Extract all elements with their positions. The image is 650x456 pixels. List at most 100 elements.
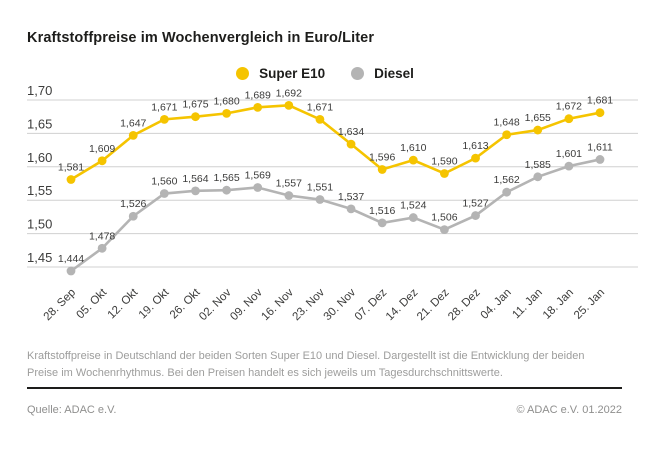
- data-label: 1,671: [151, 101, 177, 113]
- data-label: 1,444: [58, 253, 84, 265]
- data-label: 1,526: [120, 198, 146, 210]
- x-tick-label: 28. Dez: [446, 286, 483, 323]
- x-tick-label: 19. Okt: [137, 286, 172, 321]
- y-tick-label: 1,65: [27, 116, 52, 131]
- data-point: [533, 125, 543, 135]
- data-point: [595, 155, 605, 164]
- x-tick-label: 30. Nov: [322, 286, 359, 323]
- data-label: 1,551: [307, 182, 333, 194]
- series-line-super-e10: [70, 104, 601, 181]
- copyright-text: © ADAC e.V. 01.2022: [516, 404, 622, 416]
- data-point: [564, 161, 574, 171]
- chart-title: Kraftstoffpreise im Wochenvergleich in E…: [27, 30, 375, 46]
- y-tick-label: 1,45: [27, 250, 52, 265]
- data-label: 1,581: [58, 161, 84, 173]
- y-tick-label: 1,60: [27, 150, 52, 165]
- data-point: [471, 211, 480, 220]
- data-point: [440, 225, 449, 234]
- data-label: 1,527: [462, 198, 488, 210]
- x-tick-label: 09. Nov: [228, 286, 265, 323]
- data-point: [128, 131, 138, 140]
- data-point: [564, 114, 574, 124]
- data-point: [66, 266, 76, 276]
- x-tick-label: 16. Nov: [259, 286, 296, 323]
- x-tick-label: 25. Jan: [572, 287, 607, 322]
- x-tick-label: 18. Jan: [541, 287, 576, 322]
- data-point: [191, 112, 200, 122]
- data-label: 1,478: [89, 230, 115, 242]
- x-tick-label: 07. Dez: [353, 286, 390, 323]
- data-label: 1,672: [556, 101, 582, 113]
- data-label: 1,611: [587, 141, 613, 153]
- data-label: 1,689: [245, 89, 271, 101]
- y-tick-label: 1,70: [27, 83, 52, 98]
- footer: Quelle: ADAC e.V. © ADAC e.V. 01.2022: [27, 404, 622, 416]
- data-label: 1,655: [525, 112, 551, 124]
- data-point: [159, 189, 169, 198]
- data-label: 1,537: [338, 191, 364, 203]
- data-point: [408, 155, 418, 165]
- data-point: [66, 175, 76, 184]
- legend-item-super-e10: Super E10: [236, 66, 325, 81]
- data-label: 1,590: [431, 155, 457, 167]
- data-point: [97, 243, 107, 253]
- y-tick-label: 1,55: [27, 183, 52, 198]
- data-point: [502, 130, 512, 140]
- data-label: 1,671: [307, 101, 333, 113]
- data-label: 1,585: [525, 159, 551, 171]
- data-point: [284, 100, 294, 110]
- data-point: [253, 102, 263, 112]
- x-tick-label: 23. Nov: [291, 286, 328, 323]
- data-point: [502, 187, 512, 197]
- data-label: 1,681: [587, 95, 613, 107]
- data-point: [253, 183, 263, 192]
- data-point: [408, 213, 418, 222]
- data-point: [440, 169, 449, 178]
- x-tick-label: 05. Okt: [75, 286, 110, 321]
- data-point: [222, 185, 231, 195]
- data-point: [97, 156, 107, 166]
- data-label: 1,648: [494, 117, 520, 129]
- data-label: 1,560: [151, 176, 177, 188]
- x-tick-label: 11. Jan: [510, 287, 545, 322]
- x-tick-label: 21. Dez: [415, 286, 452, 323]
- data-label: 1,596: [369, 151, 395, 163]
- x-tick-label: 14. Dez: [384, 286, 421, 323]
- data-point: [284, 191, 294, 200]
- data-label: 1,610: [400, 142, 426, 154]
- data-label: 1,516: [369, 205, 395, 217]
- series-line-diesel: [70, 158, 601, 273]
- footer-divider: [27, 387, 622, 389]
- x-tick-label: 04. Jan: [479, 287, 514, 322]
- data-point: [128, 211, 138, 221]
- data-point: [315, 114, 325, 124]
- data-point: [377, 165, 387, 174]
- chart-legend: Super E10 Diesel: [0, 66, 650, 81]
- source-text: Quelle: ADAC e.V.: [27, 404, 117, 416]
- data-label: 1,506: [431, 212, 457, 224]
- super-e10-dot-icon: [236, 67, 250, 80]
- data-label: 1,647: [120, 117, 146, 129]
- data-label: 1,634: [338, 126, 364, 138]
- data-label: 1,680: [213, 95, 239, 107]
- data-point: [471, 153, 480, 163]
- data-label: 1,557: [276, 178, 302, 190]
- data-point: [595, 108, 605, 118]
- data-point: [533, 172, 543, 182]
- data-label: 1,562: [494, 174, 520, 186]
- x-tick-label: 02. Nov: [197, 286, 234, 323]
- data-label: 1,613: [462, 140, 488, 152]
- data-point: [315, 195, 325, 204]
- legend-item-diesel: Diesel: [351, 66, 414, 81]
- diesel-dot-icon: [351, 67, 365, 80]
- data-label: 1,675: [182, 99, 208, 111]
- data-label: 1,692: [276, 87, 302, 99]
- data-point: [346, 139, 356, 149]
- data-point: [377, 218, 387, 228]
- legend-label-super-e10: Super E10: [259, 66, 326, 81]
- data-label: 1,601: [556, 148, 582, 160]
- legend-label-diesel: Diesel: [374, 66, 414, 81]
- x-tick-label: 28. Sep: [42, 287, 79, 324]
